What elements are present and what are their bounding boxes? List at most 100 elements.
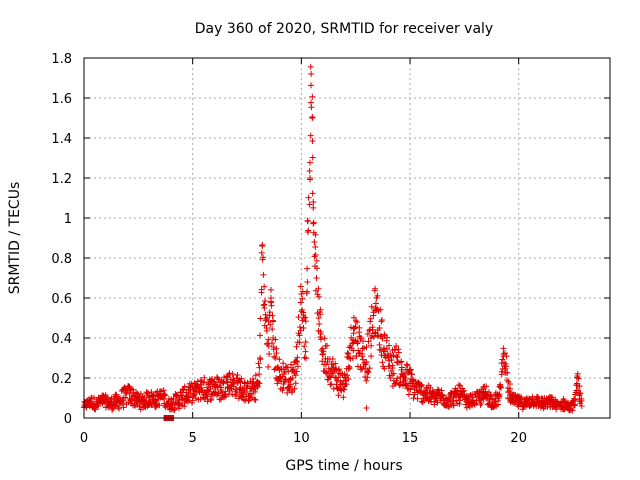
data-point	[107, 401, 114, 407]
data-point	[334, 377, 341, 384]
x-tick-label: 20	[510, 431, 527, 446]
data-point	[322, 369, 329, 376]
data-point	[406, 367, 413, 374]
data-point	[214, 375, 221, 382]
data-point	[269, 340, 276, 347]
data-point	[178, 395, 185, 401]
data-point	[305, 194, 312, 201]
data-point	[237, 385, 244, 391]
data-point	[234, 372, 241, 379]
data-point	[522, 401, 529, 407]
y-tick-label: 1.2	[51, 172, 72, 187]
data-point	[405, 391, 412, 398]
data-point	[504, 385, 511, 391]
data-point	[309, 93, 316, 100]
data-point	[301, 354, 308, 361]
data-point	[181, 403, 188, 410]
data-point	[395, 346, 402, 353]
data-point	[391, 347, 398, 354]
data-point	[299, 306, 306, 313]
data-point	[159, 393, 166, 399]
data-point	[307, 63, 314, 70]
data-point	[365, 368, 372, 375]
data-point	[577, 390, 584, 397]
data-point	[383, 346, 390, 353]
data-point	[165, 401, 172, 407]
data-point	[310, 204, 317, 211]
data-point	[414, 395, 421, 402]
data-point	[518, 394, 525, 401]
data-point	[500, 345, 507, 352]
data-point	[296, 324, 303, 331]
data-point	[230, 381, 237, 387]
data-point	[449, 398, 456, 405]
data-point	[359, 338, 366, 345]
data-point	[201, 374, 208, 381]
data-point	[335, 366, 342, 373]
data-point	[297, 299, 304, 306]
data-point	[463, 404, 470, 411]
data-point	[386, 342, 393, 349]
data-point	[267, 295, 274, 301]
data-point	[215, 390, 222, 397]
data-point	[402, 375, 409, 381]
data-point	[301, 343, 308, 350]
data-point	[404, 362, 411, 369]
data-point	[445, 403, 452, 410]
data-point	[260, 254, 267, 261]
data-point	[238, 375, 245, 382]
data-point	[284, 364, 291, 371]
y-tick-label: 0.6	[51, 292, 72, 307]
data-point	[144, 390, 151, 397]
data-point	[337, 379, 344, 385]
data-point	[328, 367, 335, 373]
data-point	[466, 393, 473, 400]
y-tick-label: 0.4	[51, 332, 72, 347]
data-point	[280, 360, 287, 367]
data-point	[233, 391, 240, 398]
data-point	[312, 251, 319, 258]
data-point	[197, 381, 204, 388]
data-point	[308, 104, 315, 111]
data-point	[211, 383, 218, 389]
data-point	[312, 231, 319, 238]
data-point	[149, 392, 156, 399]
data-point	[410, 395, 417, 402]
data-point	[296, 332, 303, 339]
data-point	[152, 397, 159, 403]
data-point	[561, 401, 568, 407]
data-point	[126, 391, 133, 397]
data-point	[320, 351, 327, 357]
data-point	[300, 325, 307, 331]
data-point	[260, 271, 267, 278]
data-point	[291, 385, 298, 392]
data-point	[390, 370, 397, 377]
data-point	[341, 386, 348, 393]
data-point	[254, 383, 261, 389]
data-point	[215, 376, 222, 383]
data-point	[443, 397, 450, 403]
data-point	[308, 82, 315, 89]
data-point	[156, 402, 163, 409]
data-point	[263, 325, 270, 331]
data-point	[302, 355, 309, 362]
data-point	[354, 339, 361, 345]
data-point	[235, 395, 242, 402]
data-point	[528, 397, 535, 403]
data-point	[274, 365, 281, 371]
data-point	[408, 371, 415, 378]
data-point	[340, 394, 347, 401]
data-point	[304, 279, 311, 286]
data-point	[394, 375, 401, 382]
data-point	[498, 368, 505, 375]
data-point	[201, 394, 208, 401]
data-point	[254, 384, 261, 391]
data-point	[319, 358, 326, 365]
x-tick-label: 0	[80, 431, 88, 446]
data-point	[265, 343, 272, 349]
data-point	[403, 361, 410, 368]
data-point	[258, 289, 265, 296]
data-point	[333, 375, 340, 381]
data-point	[567, 405, 574, 411]
data-point	[255, 360, 262, 367]
